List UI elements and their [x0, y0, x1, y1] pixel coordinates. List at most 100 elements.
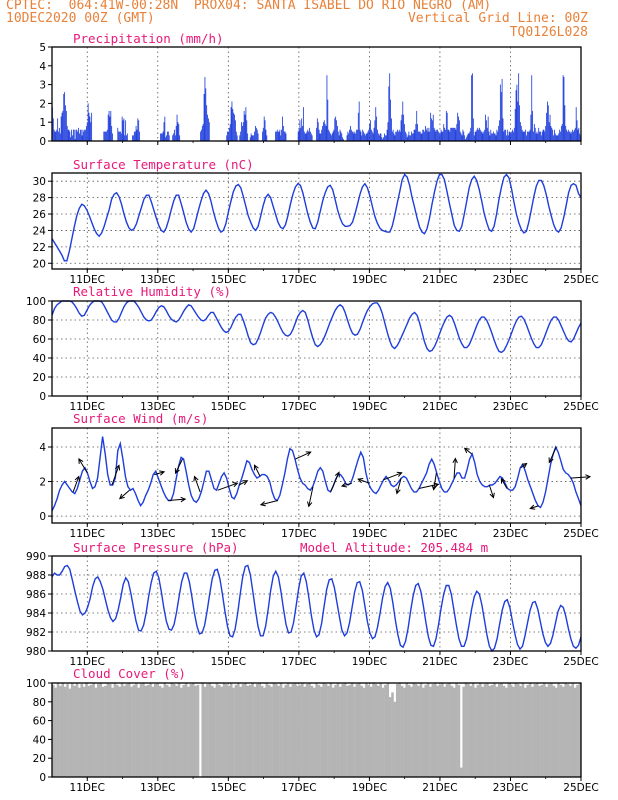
precipitation-bar	[174, 135, 176, 141]
precipitation-bar	[477, 127, 479, 141]
precipitation-bar	[75, 129, 77, 141]
precipitation-bar	[558, 133, 560, 141]
cloud-column	[272, 683, 276, 777]
precipitation-bar	[555, 135, 557, 141]
precipitation-bar	[425, 129, 427, 141]
cloud-column	[267, 684, 271, 777]
humidity-panel: 0 20 40 60 80 100 11DEC 13DEC 15DEC 17DEC 19DEC 21D…	[26, 284, 599, 413]
precipitation-bar	[121, 116, 123, 141]
precipitation-bar	[431, 120, 433, 141]
precipitation-bar	[433, 127, 435, 141]
precipitation-bar	[355, 133, 357, 141]
precipitation-bar	[458, 120, 460, 141]
wind-vector-head	[521, 462, 528, 469]
cloud-column	[182, 684, 186, 777]
cloud-column	[227, 685, 231, 777]
precipitation-bar	[357, 112, 359, 141]
precipitation-bar	[202, 124, 204, 141]
wind-xtick-label: 11DEC	[70, 528, 105, 540]
precipitation-bar	[303, 131, 305, 141]
precipitation-bar	[207, 118, 209, 141]
cloud-column	[75, 683, 79, 777]
precipitation-bar	[253, 135, 255, 141]
precipitation-bar	[349, 129, 351, 141]
precipitation-bar	[399, 131, 401, 141]
precipitation-bar	[501, 78, 503, 141]
precipitation-bar	[208, 122, 210, 141]
precipitation-bar	[490, 129, 492, 141]
precipitation-bar	[280, 135, 282, 141]
precipitation-bar	[396, 131, 398, 141]
cloud-column	[320, 686, 323, 777]
precipitation-bar	[370, 120, 371, 141]
precipitation-bar	[524, 131, 526, 141]
precipitation-bar	[327, 99, 329, 141]
precipitation-bar	[275, 131, 276, 141]
wind-vector-arrow	[500, 478, 508, 489]
precipitation-bar	[459, 131, 461, 141]
cloud-column	[569, 685, 572, 777]
cloud-xtick-label: 13DEC	[140, 782, 175, 794]
cloud-column	[305, 683, 309, 777]
cloud-column	[63, 686, 67, 777]
pressure-xtick-label: 25DEC	[563, 656, 598, 668]
precipitation-bar	[106, 131, 107, 141]
cloud-column	[552, 685, 556, 777]
precipitation-bar	[507, 135, 509, 141]
cloud-column	[543, 683, 546, 777]
cloud-column	[374, 683, 378, 777]
precipitation-bar	[109, 116, 111, 141]
pressure-ytick-label: 984	[26, 608, 46, 620]
wind-vector-arrow	[396, 477, 402, 494]
cloud-column	[163, 683, 167, 777]
precipitation-bar	[317, 122, 319, 141]
wind-vector-head	[489, 492, 495, 499]
wind-vector-arrow	[168, 498, 186, 502]
cloud-column	[120, 683, 124, 777]
precipitation-bar	[518, 73, 520, 141]
cloud-xtick-label: 21DEC	[422, 782, 457, 794]
precipitation-bar	[448, 129, 450, 141]
precipitation-bar	[445, 110, 447, 141]
precipitation-bar	[73, 129, 75, 141]
wind-vector-arrow	[358, 478, 370, 484]
cloud-xtick-label: 23DEC	[493, 782, 528, 794]
wind-vector-head	[159, 470, 166, 476]
cloud-column	[388, 697, 392, 777]
cloud-column	[144, 685, 148, 777]
precipitation-bar	[525, 129, 527, 141]
cloud-column	[203, 686, 207, 777]
precipitation-bar	[529, 129, 531, 141]
precipitation-bar	[254, 131, 256, 141]
cloud-column	[481, 686, 484, 777]
cloud-column	[94, 687, 98, 777]
precipitation-bar	[350, 125, 351, 141]
precipitation-bar	[123, 118, 125, 141]
cloud-column	[367, 684, 371, 777]
precipitation-bar	[494, 133, 496, 141]
precipitation-bar	[535, 133, 537, 141]
precipitation-bar	[476, 129, 478, 141]
wind-vector-head	[74, 475, 80, 482]
cloud-column	[322, 683, 326, 777]
precipitation-bar	[377, 129, 378, 141]
cloud-column	[170, 683, 174, 777]
cloud-column	[291, 683, 295, 777]
precipitation-bar	[450, 127, 452, 141]
precipitation-bar	[480, 131, 482, 141]
precipitation-bar	[403, 114, 405, 141]
precipitation-bar	[124, 135, 126, 141]
precipitation-bar	[331, 133, 333, 141]
precipitation-bar	[54, 131, 56, 141]
precipitation-bar	[65, 105, 66, 141]
precipitation-bar	[483, 131, 485, 141]
cloud-column	[310, 685, 314, 777]
wind-vector-head	[529, 504, 536, 510]
precipitation-bar	[547, 101, 548, 141]
precipitation-bar	[472, 118, 474, 141]
cloud-column	[151, 686, 155, 777]
precipitation-bar	[255, 125, 256, 141]
cloud-column	[350, 683, 354, 777]
cloud-xtick-label: 25DEC	[563, 782, 598, 794]
humidity-xtick-label: 17DEC	[281, 401, 316, 413]
